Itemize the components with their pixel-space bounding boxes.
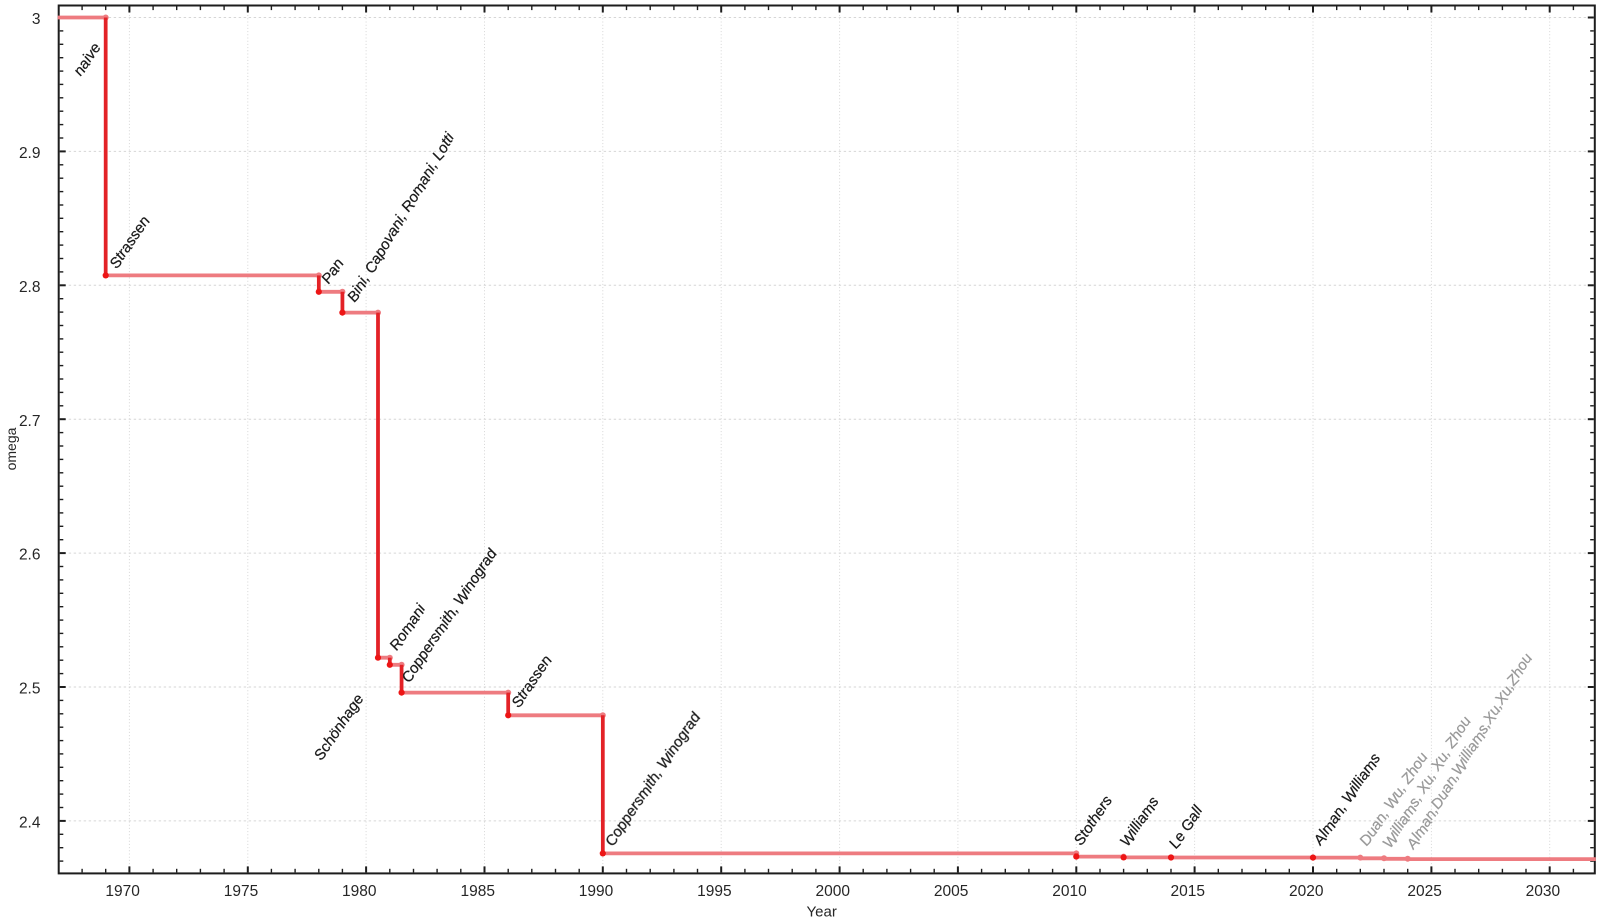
svg-text:1980: 1980	[342, 883, 377, 900]
svg-text:1990: 1990	[579, 883, 614, 900]
svg-text:1975: 1975	[224, 883, 258, 900]
svg-text:2.9: 2.9	[19, 145, 41, 162]
svg-text:2.6: 2.6	[19, 547, 41, 564]
svg-text:2.7: 2.7	[19, 413, 41, 430]
svg-text:2020: 2020	[1289, 883, 1324, 900]
svg-text:Year: Year	[807, 904, 837, 920]
svg-text:2025: 2025	[1407, 883, 1441, 900]
svg-text:1995: 1995	[697, 883, 731, 900]
svg-text:1970: 1970	[105, 883, 140, 900]
svg-text:2015: 2015	[1171, 883, 1205, 900]
svg-text:2010: 2010	[1052, 883, 1087, 900]
svg-text:2.8: 2.8	[19, 279, 41, 296]
svg-text:omega: omega	[3, 427, 19, 470]
svg-text:2.4: 2.4	[19, 815, 41, 832]
svg-text:3: 3	[32, 11, 41, 28]
svg-text:1985: 1985	[460, 883, 494, 900]
svg-text:2.5: 2.5	[19, 681, 41, 698]
svg-text:2005: 2005	[934, 883, 968, 900]
svg-text:2030: 2030	[1526, 883, 1561, 900]
svg-text:2000: 2000	[816, 883, 851, 900]
